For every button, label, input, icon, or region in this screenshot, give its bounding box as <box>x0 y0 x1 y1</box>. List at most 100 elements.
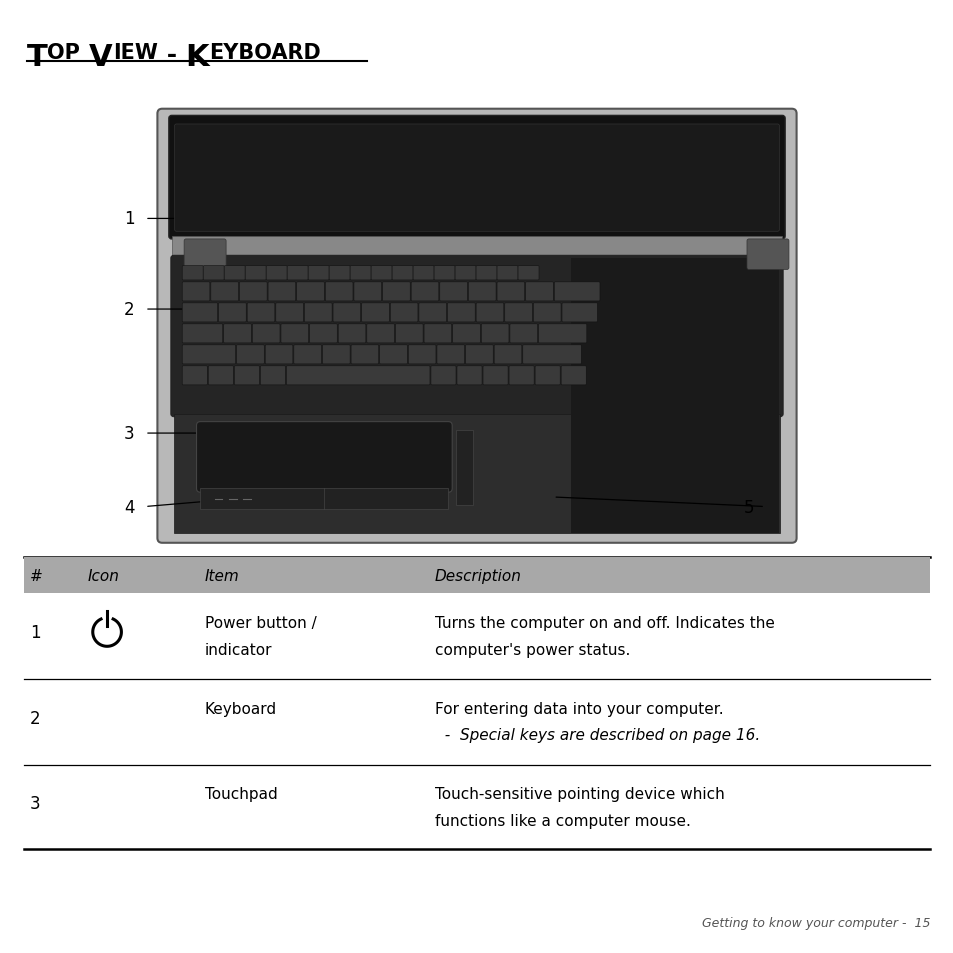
FancyBboxPatch shape <box>390 304 417 323</box>
FancyBboxPatch shape <box>468 283 496 302</box>
FancyBboxPatch shape <box>413 267 434 281</box>
FancyBboxPatch shape <box>309 324 337 344</box>
Text: K: K <box>185 43 209 71</box>
FancyBboxPatch shape <box>436 346 464 365</box>
FancyBboxPatch shape <box>182 367 207 386</box>
FancyBboxPatch shape <box>481 324 509 344</box>
Bar <box>173 415 780 534</box>
Text: Getting to know your computer -  15: Getting to know your computer - 15 <box>700 916 929 929</box>
FancyBboxPatch shape <box>333 304 360 323</box>
FancyBboxPatch shape <box>308 267 329 281</box>
FancyBboxPatch shape <box>208 367 233 386</box>
FancyBboxPatch shape <box>379 346 407 365</box>
Text: functions like a computer mouse.: functions like a computer mouse. <box>435 813 690 828</box>
FancyBboxPatch shape <box>157 110 796 543</box>
Text: Description: Description <box>435 568 521 583</box>
Text: V: V <box>89 43 112 71</box>
Text: IEW: IEW <box>112 43 157 63</box>
FancyBboxPatch shape <box>182 283 210 302</box>
FancyBboxPatch shape <box>280 324 309 344</box>
FancyBboxPatch shape <box>304 304 332 323</box>
Text: Item: Item <box>205 568 239 583</box>
FancyBboxPatch shape <box>174 125 779 233</box>
FancyBboxPatch shape <box>252 324 280 344</box>
FancyBboxPatch shape <box>395 324 422 344</box>
FancyBboxPatch shape <box>509 367 534 386</box>
FancyBboxPatch shape <box>211 283 238 302</box>
FancyBboxPatch shape <box>366 324 394 344</box>
FancyBboxPatch shape <box>350 267 371 281</box>
FancyBboxPatch shape <box>535 367 559 386</box>
FancyBboxPatch shape <box>494 346 521 365</box>
Bar <box>24 558 929 594</box>
FancyBboxPatch shape <box>260 367 285 386</box>
Text: -: - <box>157 43 185 67</box>
FancyBboxPatch shape <box>408 346 436 365</box>
FancyBboxPatch shape <box>476 304 503 323</box>
Text: 3: 3 <box>124 425 134 442</box>
Text: 5: 5 <box>743 498 754 516</box>
FancyBboxPatch shape <box>476 267 497 281</box>
FancyBboxPatch shape <box>465 346 493 365</box>
FancyBboxPatch shape <box>447 304 475 323</box>
Text: 2: 2 <box>30 709 41 727</box>
FancyBboxPatch shape <box>522 346 580 365</box>
FancyBboxPatch shape <box>184 240 226 271</box>
FancyBboxPatch shape <box>268 283 295 302</box>
FancyBboxPatch shape <box>509 324 537 344</box>
FancyBboxPatch shape <box>431 367 456 386</box>
FancyBboxPatch shape <box>533 304 560 323</box>
FancyBboxPatch shape <box>182 324 222 344</box>
FancyBboxPatch shape <box>296 283 324 302</box>
FancyBboxPatch shape <box>456 367 481 386</box>
FancyBboxPatch shape <box>560 367 585 386</box>
FancyBboxPatch shape <box>351 346 378 365</box>
FancyBboxPatch shape <box>411 283 438 302</box>
FancyBboxPatch shape <box>245 267 266 281</box>
FancyBboxPatch shape <box>196 422 452 493</box>
FancyBboxPatch shape <box>294 346 321 365</box>
FancyBboxPatch shape <box>169 116 784 240</box>
Text: OP: OP <box>48 43 80 63</box>
Text: T: T <box>27 43 48 71</box>
FancyBboxPatch shape <box>223 324 252 344</box>
FancyBboxPatch shape <box>497 283 524 302</box>
FancyBboxPatch shape <box>171 256 782 417</box>
FancyBboxPatch shape <box>382 283 410 302</box>
FancyBboxPatch shape <box>266 267 287 281</box>
FancyBboxPatch shape <box>371 267 392 281</box>
Text: Touchpad: Touchpad <box>205 786 277 801</box>
Bar <box>172 237 781 259</box>
FancyBboxPatch shape <box>497 267 517 281</box>
FancyBboxPatch shape <box>218 304 246 323</box>
Text: 1: 1 <box>30 623 41 641</box>
FancyBboxPatch shape <box>236 346 264 365</box>
FancyBboxPatch shape <box>329 267 350 281</box>
FancyBboxPatch shape <box>392 267 413 281</box>
FancyBboxPatch shape <box>482 367 508 386</box>
FancyBboxPatch shape <box>239 283 267 302</box>
FancyBboxPatch shape <box>439 283 467 302</box>
FancyBboxPatch shape <box>275 304 303 323</box>
FancyBboxPatch shape <box>337 324 366 344</box>
Text: Touch-sensitive pointing device which: Touch-sensitive pointing device which <box>435 786 724 801</box>
FancyBboxPatch shape <box>561 304 597 323</box>
FancyBboxPatch shape <box>525 283 553 302</box>
Text: 2: 2 <box>124 301 134 318</box>
FancyBboxPatch shape <box>537 324 586 344</box>
Text: 3: 3 <box>30 794 41 812</box>
FancyBboxPatch shape <box>286 367 430 386</box>
Bar <box>200 489 448 510</box>
FancyBboxPatch shape <box>418 304 446 323</box>
Bar <box>456 431 473 505</box>
FancyBboxPatch shape <box>265 346 293 365</box>
Text: #: # <box>30 568 43 583</box>
Text: For entering data into your computer.: For entering data into your computer. <box>435 701 723 716</box>
FancyBboxPatch shape <box>434 267 455 281</box>
FancyBboxPatch shape <box>423 324 452 344</box>
FancyBboxPatch shape <box>361 304 389 323</box>
FancyBboxPatch shape <box>234 367 259 386</box>
FancyBboxPatch shape <box>287 267 308 281</box>
FancyBboxPatch shape <box>746 240 788 271</box>
Text: Icon: Icon <box>88 568 120 583</box>
